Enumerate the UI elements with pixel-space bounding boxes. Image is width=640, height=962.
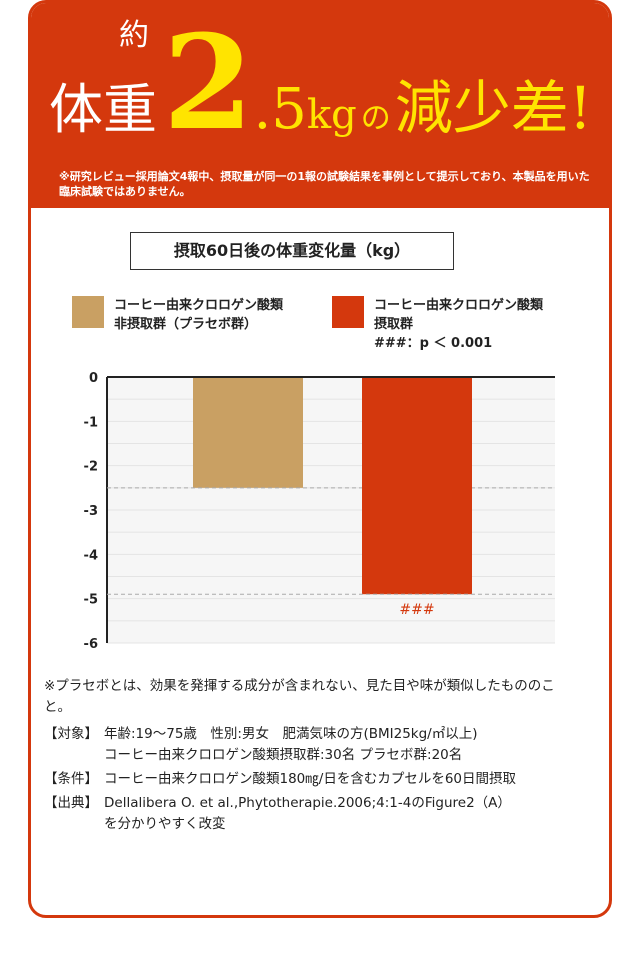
chart-title: 摂取60日後の体重変化量（kg） xyxy=(130,232,454,270)
headline-banner: 約 体重 2 .5 kg の 減少差! ※研究レビュー採用論文4報中、摂取量が同… xyxy=(31,3,609,208)
headline-subject: 体重 xyxy=(49,78,157,141)
footnote-row: 【出典】 Dellalibera O. et al.,Phytotherapie.… xyxy=(44,793,574,835)
headline-end: 減少差! xyxy=(394,74,593,142)
headline-value-int: 2 xyxy=(163,6,254,159)
footnote-text: コーヒー由来クロロゲン酸類180㎎/日を含むカプセルを60日間摂取 xyxy=(104,771,516,787)
legend-swatch-treatment xyxy=(332,296,364,328)
headline: 体重 2 .5 kg の 減少差! xyxy=(49,18,592,148)
headline-prefix: 約 xyxy=(119,18,149,53)
y-tick-label: -4 xyxy=(84,548,98,563)
significance-note: ###：p ＜ 0.001 xyxy=(374,336,493,351)
footnote-row: 【対象】 年齢:19〜75歳 性別:男女 肥満気味の方(BMI25kg/㎡以上) コ… xyxy=(44,724,574,766)
y-tick-label: 0 xyxy=(89,371,98,386)
footnote-text: Dellalibera O. et al.,Phytotherapie.2006… xyxy=(104,795,511,811)
legend-treatment: コーヒー由来クロロゲン酸類 摂取群 ###：p ＜ 0.001 xyxy=(374,296,543,353)
footnote-text: 年齢:19〜75歳 性別:男女 肥満気味の方(BMI25kg/㎡以上) xyxy=(104,726,478,742)
bar-placebo xyxy=(193,378,303,488)
footnote-label: 【対象】 xyxy=(44,726,98,742)
footnote-row: 【条件】 コーヒー由来クロロゲン酸類180㎎/日を含むカプセルを60日間摂取 xyxy=(44,769,574,790)
footnote-label: 【条件】 xyxy=(44,771,98,787)
y-tick-label: -5 xyxy=(84,593,98,608)
legend-placebo: コーヒー由来クロロゲン酸類 非摂取群（プラセボ群） xyxy=(114,296,283,334)
disclaimer: ※研究レビュー採用論文4報中、摂取量が同一の1報の試験結果を事例として提示してお… xyxy=(59,170,590,198)
legend-treatment-line1: コーヒー由来クロロゲン酸類 xyxy=(374,298,544,313)
headline-value-dec: .5 xyxy=(253,77,307,142)
legend-placebo-line2: 非摂取群（プラセボ群） xyxy=(114,317,258,332)
significance-marker: ### xyxy=(399,602,434,618)
y-tick-label: -6 xyxy=(84,637,98,652)
y-tick-label: -3 xyxy=(84,504,98,519)
legend-placebo-line1: コーヒー由来クロロゲン酸類 xyxy=(114,298,284,313)
y-tick-label: -2 xyxy=(84,460,98,475)
headline-particle: の xyxy=(360,101,391,136)
footnote-label: 【出典】 xyxy=(44,795,98,811)
y-tick-label: -1 xyxy=(84,415,98,430)
footnotes: ※プラセボとは、効果を発揮する成分が含まれない、見た目や味が類似したもののこと。… xyxy=(44,676,574,835)
placebo-note: ※プラセボとは、効果を発揮する成分が含まれない、見た目や味が類似したもののこと。 xyxy=(44,678,555,715)
headline-unit: kg xyxy=(306,92,357,138)
legend-swatch-placebo xyxy=(72,296,104,328)
footnote-text: を分かりやすく改変 xyxy=(104,816,226,832)
bar-treatment xyxy=(362,378,472,595)
footnote-text: コーヒー由来クロロゲン酸類摂取群:30名 プラセボ群:20名 xyxy=(104,747,463,763)
legend-treatment-line2: 摂取群 xyxy=(374,317,414,332)
